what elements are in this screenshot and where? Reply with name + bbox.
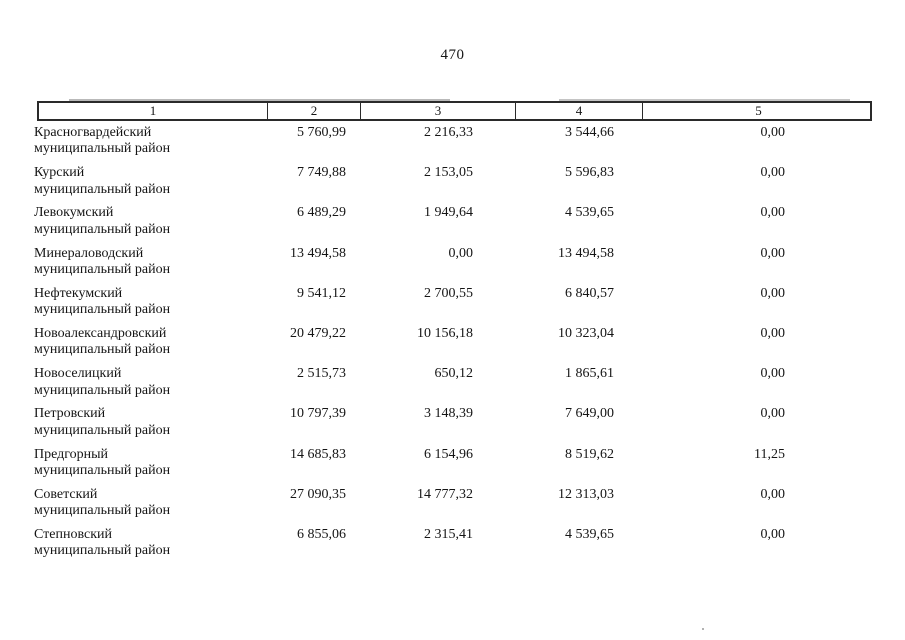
- value-col3: 2 700,55: [424, 285, 473, 301]
- district-type-label: муниципальный район: [34, 463, 171, 479]
- value-col5: 0,00: [760, 527, 786, 543]
- value-col3: 6 154,96: [424, 446, 473, 462]
- scan-speck: [702, 628, 704, 630]
- value-col3: 2 153,05: [424, 165, 473, 181]
- value-col3: 2 315,41: [424, 527, 473, 543]
- table-row: Новоселицкий муниципальный район 2 515,7…: [34, 366, 872, 399]
- value-col2: 5 760,99: [297, 125, 346, 140]
- table-row: Минераловодский муниципальный район 13 4…: [34, 245, 872, 279]
- district-name: Красногвардейский: [34, 125, 152, 140]
- value-col2: 10 797,39: [290, 406, 346, 422]
- table-row: Степновский муниципальный район 6 855,06…: [34, 527, 872, 560]
- district-name: Курский: [34, 165, 85, 181]
- district-cell: Предгорный муниципальный район: [34, 447, 265, 480]
- district-cell: Степновский муниципальный район: [34, 527, 265, 560]
- district-cell: Нефтекумский муниципальный район: [34, 286, 265, 319]
- header-cell-1: 1: [149, 103, 157, 118]
- district-type-label: муниципальный район: [34, 181, 171, 197]
- value-col5: 0,00: [760, 285, 786, 301]
- district-cell: Левокумский муниципальный район: [34, 205, 265, 238]
- value-col5: 0,00: [760, 205, 786, 221]
- header-cell-2: 2: [267, 103, 360, 119]
- district-name: Минераловодский: [34, 245, 144, 261]
- value-col4: 6 840,57: [565, 285, 614, 301]
- table-row: Красногвардейский муниципальный район 5 …: [34, 125, 872, 158]
- value-col2: 20 479,22: [290, 326, 346, 342]
- value-col2: 13 494,58: [290, 245, 346, 261]
- value-col4: 8 519,62: [565, 446, 614, 462]
- value-col4: 4 539,65: [565, 205, 614, 221]
- value-col3: 3 148,39: [424, 406, 473, 422]
- value-col4: 5 596,83: [565, 165, 614, 181]
- district-name: Нефтекумский: [34, 285, 123, 301]
- table-row: Петровский муниципальный район 10 797,39…: [34, 406, 872, 439]
- value-col2: 27 090,35: [290, 486, 346, 502]
- district-name: Левокумский: [34, 205, 114, 221]
- value-col3: 2 216,33: [424, 125, 473, 140]
- district-type-label: муниципальный район: [34, 342, 171, 358]
- table-row: Нефтекумский муниципальный район 9 541,1…: [34, 285, 872, 319]
- value-col5: 0,00: [760, 366, 786, 382]
- value-col5: 0,00: [760, 245, 786, 261]
- value-col5: 0,00: [760, 406, 786, 422]
- district-cell: Новоалександровский муниципальный район: [34, 326, 265, 359]
- value-col2: 2 515,73: [297, 366, 346, 382]
- district-type-label: муниципальный район: [34, 382, 171, 398]
- value-col5: 0,00: [760, 486, 786, 502]
- district-type-label: муниципальный район: [34, 141, 171, 157]
- table-row: Новоалександровский муниципальный район …: [34, 326, 872, 359]
- district-cell: Красногвардейский муниципальный район: [34, 125, 265, 158]
- district-type-label: муниципальный район: [34, 503, 171, 519]
- value-col3: 10 156,18: [417, 326, 473, 342]
- district-cell: Советский муниципальный район: [34, 487, 265, 520]
- value-col2: 6 489,29: [297, 205, 346, 221]
- value-col2: 7 749,88: [297, 165, 346, 181]
- value-col3: 650,12: [434, 366, 474, 382]
- district-cell: Минераловодский муниципальный район: [34, 246, 265, 279]
- district-name: Советский: [34, 486, 98, 502]
- header-cell-3: 3: [360, 103, 515, 119]
- value-col4: 10 323,04: [558, 326, 614, 342]
- page-number: 470: [440, 47, 465, 63]
- table-row: Левокумский муниципальный район 6 489,29…: [34, 205, 872, 238]
- value-col3: 14 777,32: [417, 486, 473, 502]
- district-cell: Новоселицкий муниципальный район: [34, 366, 265, 399]
- district-cell: Петровский муниципальный район: [34, 406, 265, 439]
- district-name: Новоалександровский: [34, 326, 167, 342]
- value-col3: 1 949,64: [424, 205, 473, 221]
- value-col4: 4 539,65: [565, 527, 614, 543]
- table-row: Курский муниципальный район 7 749,88 2 1…: [34, 165, 872, 198]
- value-col4: 12 313,03: [558, 486, 614, 502]
- table-header-row: 1 2 3 4 5: [37, 99, 874, 121]
- district-cell: Курский муниципальный район: [34, 165, 265, 198]
- districts-table: 1 2 3 4 5 Красногвардейский муниципальны…: [34, 99, 874, 567]
- value-col3: 0,00: [448, 245, 474, 261]
- district-type-label: муниципальный район: [34, 262, 171, 278]
- district-name: Новоселицкий: [34, 366, 122, 382]
- value-col5: 0,00: [760, 326, 786, 342]
- district-name: Степновский: [34, 527, 112, 543]
- value-col2: 6 855,06: [297, 527, 346, 543]
- district-type-label: муниципальный район: [34, 221, 171, 237]
- value-col5: 0,00: [760, 165, 786, 181]
- value-col4: 1 865,61: [565, 366, 614, 382]
- value-col4: 3 544,66: [565, 125, 614, 140]
- value-col5: 11,25: [754, 446, 785, 462]
- table-row: Советский муниципальный район 27 090,35 …: [34, 486, 872, 520]
- value-col4: 7 649,00: [565, 406, 614, 422]
- district-type-label: муниципальный район: [34, 422, 171, 438]
- table-body: Красногвардейский муниципальный район 5 …: [34, 125, 872, 560]
- district-type-label: муниципальный район: [34, 543, 171, 559]
- value-col4: 13 494,58: [558, 245, 614, 261]
- value-col2: 9 541,12: [297, 285, 346, 301]
- district-name: Петровский: [34, 406, 106, 422]
- district-name: Предгорный: [34, 446, 109, 462]
- header-cell-4: 4: [515, 103, 642, 119]
- district-type-label: муниципальный район: [34, 302, 171, 318]
- table-row: Предгорный муниципальный район 14 685,83…: [34, 446, 872, 480]
- header-cell-5: 5: [642, 103, 874, 119]
- value-col2: 14 685,83: [290, 446, 346, 462]
- value-col5: 0,00: [760, 125, 786, 140]
